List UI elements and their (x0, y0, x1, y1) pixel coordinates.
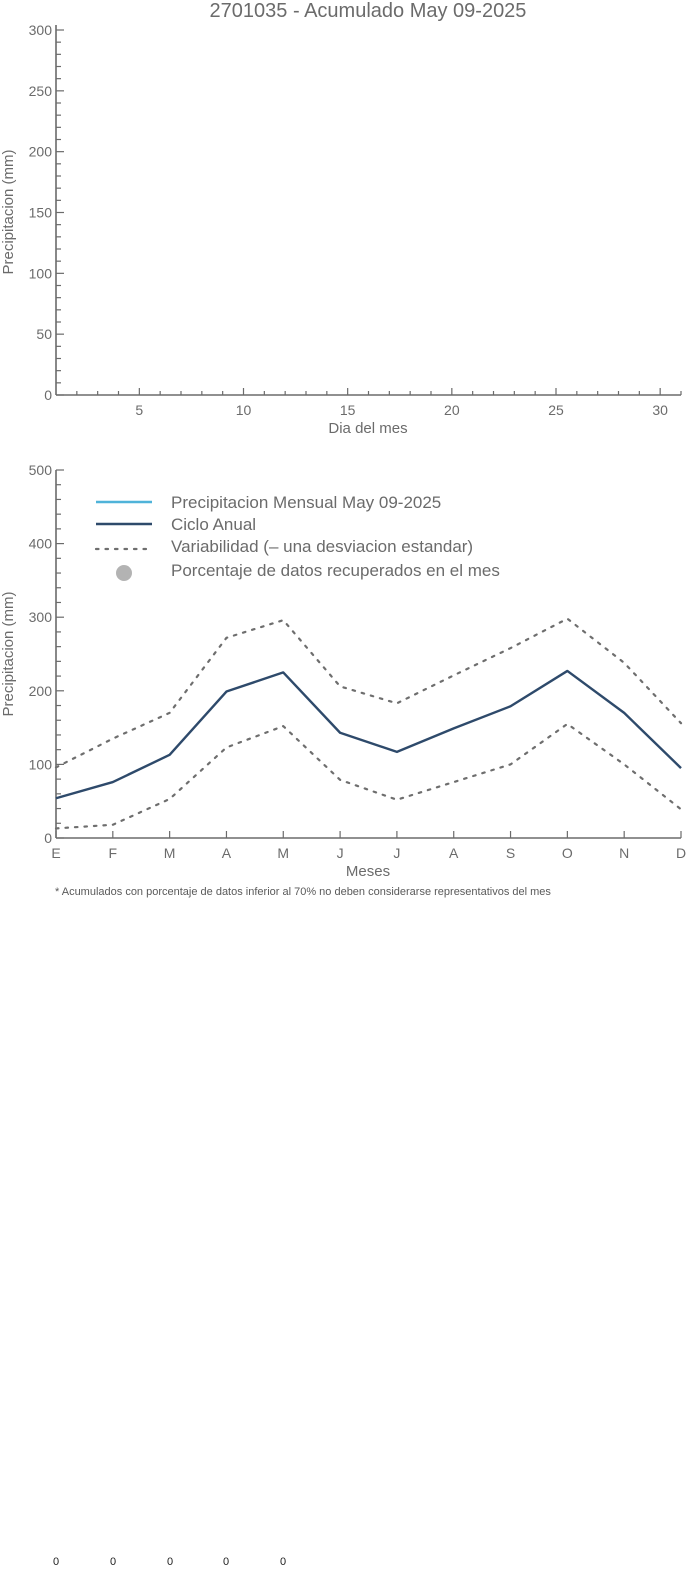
annual-cycle-chart: 0 100 200 300 400 500 E F M A M J J A S O N D Meses Precipi… (0, 462, 686, 880)
legend-label: Precipitacion Mensual May 09-2025 (171, 493, 441, 512)
bottom-value-3: 0 (167, 1556, 174, 1568)
x-tick-label: M (164, 845, 176, 861)
x-tick-label: 5 (135, 402, 143, 418)
legend-swatch-circle (116, 565, 132, 581)
y-tick-label: 0 (44, 830, 52, 846)
chart-title: 2701035 - Acumulado May 09-2025 (210, 0, 527, 22)
daily-accumulated-chart: 2701035 - Acumulado May 09-2025 0 50 100 150… (0, 0, 682, 437)
x-tick-label: 15 (340, 402, 356, 418)
footnote: * Acumulados con porcentaje de datos inf… (55, 886, 551, 898)
x-tick-label: J (393, 845, 400, 861)
x-tick-label: 25 (548, 402, 564, 418)
variability-line (54, 722, 683, 830)
annual-cycle-line (55, 669, 682, 800)
y-tick-label: 300 (29, 609, 53, 625)
y-tick-label: 100 (29, 756, 53, 772)
x-axis-label: Meses (346, 863, 390, 880)
x-tick-label: 30 (652, 402, 668, 418)
y-tick-label: 500 (29, 462, 53, 478)
y-tick-label: 200 (29, 683, 53, 699)
y-tick-label: 0 (44, 387, 52, 403)
y-tick-label: 200 (29, 144, 53, 160)
bottom-value-2: 0 (110, 1556, 117, 1568)
y-tick-label: 300 (29, 22, 53, 38)
x-tick-label: N (619, 845, 629, 861)
y-tick-label: 100 (29, 265, 53, 281)
x-tick-label: O (562, 845, 573, 861)
x-tick-label: A (222, 845, 232, 861)
x-tick-label: J (337, 845, 344, 861)
y-tick-label: 400 (29, 536, 53, 552)
legend-label: Variabilidad (– una desviacion estandar) (171, 537, 473, 556)
y-axis-label: Precipitacion (mm) (0, 591, 17, 716)
x-tick-label: E (51, 845, 60, 861)
bottom-value-1: 0 (53, 1556, 60, 1568)
x-axis-label: Dia del mes (328, 420, 407, 437)
x-tick-label: 10 (236, 402, 252, 418)
legend-label: Ciclo Anual (171, 515, 256, 534)
x-tick-label: D (676, 845, 686, 861)
variability-line (54, 617, 683, 769)
x-tick-label: A (449, 845, 459, 861)
y-tick-label: 250 (29, 83, 53, 99)
x-tick-label: 20 (444, 402, 460, 418)
bottom-value-4: 0 (223, 1556, 230, 1568)
y-axis-label: Precipitacion (mm) (0, 149, 17, 274)
legend-label: Porcentaje de datos recuperados en el me… (171, 561, 500, 580)
y-tick-label: 150 (29, 205, 53, 221)
y-tick-label: 50 (36, 326, 52, 342)
x-tick-label: M (277, 845, 289, 861)
x-tick-label: F (109, 845, 118, 861)
bottom-value-5: 0 (280, 1556, 287, 1568)
x-tick-label: S (506, 845, 515, 861)
